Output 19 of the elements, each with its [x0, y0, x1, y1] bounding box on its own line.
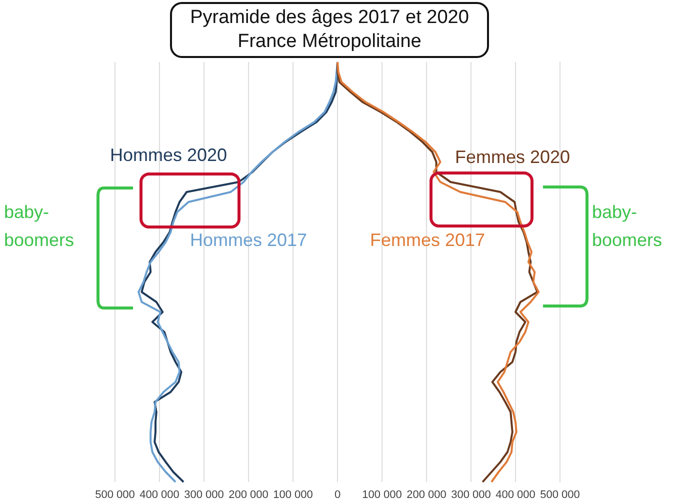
x-tick-label: 0 — [334, 488, 341, 500]
x-tick-label: 100 000 — [362, 488, 402, 500]
x-tick-label: 100 000 — [273, 488, 313, 500]
x-tick-label: 300 000 — [451, 488, 491, 500]
x-tick-label: 400 000 — [140, 488, 180, 500]
x-tick-label: 500 000 — [95, 488, 135, 500]
chart-title: Pyramide des âges 2017 et 2020 — [189, 6, 470, 30]
series-label: Hommes 2020 — [110, 145, 228, 166]
chart-subtitle: France Métropolitaine — [236, 30, 422, 54]
x-tick-label: 500 000 — [540, 488, 580, 500]
series-label: Hommes 2017 — [190, 230, 308, 251]
x-tick-label: 400 000 — [496, 488, 536, 500]
x-tick-label: 200 000 — [228, 488, 268, 500]
x-tick-label: 300 000 — [184, 488, 224, 500]
series-label: Femmes 2020 — [455, 147, 570, 168]
text: baby-boomers — [4, 201, 76, 252]
x-tick-label: 200 000 — [406, 488, 446, 500]
series-label: Femmes 2017 — [370, 230, 486, 251]
text: baby-boomers — [592, 201, 664, 252]
